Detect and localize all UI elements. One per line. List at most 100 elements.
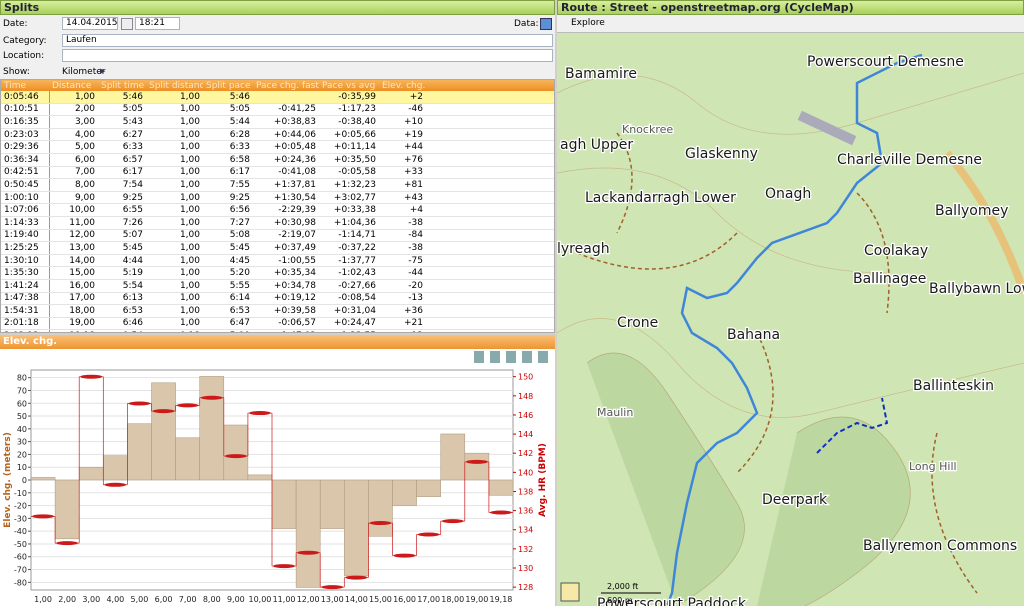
table-cell: +36	[379, 304, 426, 318]
table-cell: 1:19:40	[1, 229, 50, 243]
table-cell: 1:47:38	[1, 292, 50, 306]
place-label: Ballyomey	[935, 203, 1008, 219]
table-row[interactable]: 1:25:25 13,00 5:45 1,00 5:45 +0:37,49 -0:37,22…	[1, 241, 554, 255]
table-row[interactable]: 0:50:45 8,00 7:54 1,00 7:55 +1:37,81 +1:32,23 +…	[1, 178, 554, 192]
table-cell: 4:45	[203, 254, 253, 268]
category-select[interactable]: Laufen	[62, 34, 553, 47]
x-tick-label: 11,00	[273, 595, 296, 604]
table-row[interactable]: 0:05:46 1,00 5:46 1,00 5:46 -0:35,99 +2	[1, 91, 554, 104]
table-cell: 5:20	[203, 266, 253, 280]
table-cell: 16,00	[49, 279, 98, 293]
table-row[interactable]: 0:29:36 5,00 6:33 1,00 6:33 +0:05,48 +0:11,14 +…	[1, 140, 554, 154]
table-cell: 8,00	[49, 178, 98, 192]
time-input[interactable]: 18:21	[135, 17, 180, 30]
table-row[interactable]: 0:10:51 2,00 5:05 1,00 5:05 -0:41,25 -1:17,23-…	[1, 103, 554, 117]
table-row[interactable]: 0:36:34 6,00 6:57 1,00 6:58 +0:24,36 +0:35,50 +…	[1, 153, 554, 167]
table-cell: -1:37,77	[319, 254, 379, 268]
table-cell: -1:22,55	[319, 329, 379, 332]
table-cell: -0:41,25	[253, 103, 319, 117]
table-cell-filler	[426, 229, 554, 243]
table-cell: 1:41:24	[1, 279, 50, 293]
table-row[interactable]: 1:30:10 14,00 4:44 1,00 4:45 -1:00,55 -1:37,77…	[1, 254, 554, 268]
table-cell-filler	[426, 178, 554, 192]
table-cell-filler	[426, 153, 554, 167]
table-cell: 0:29:36	[1, 140, 50, 154]
place-label: Ballinteskin	[913, 378, 994, 394]
table-cell: -1:17,23	[319, 103, 379, 117]
table-cell: 1:14:33	[1, 216, 50, 230]
x-tick-label: 17,00	[417, 595, 440, 604]
y2-tick-label: 144	[518, 430, 533, 439]
y2-tick-label: 130	[518, 564, 533, 573]
table-cell: 14,00	[49, 254, 98, 268]
y-tick-label: -30	[14, 514, 27, 523]
bar	[103, 455, 128, 481]
y-tick-label: 20	[17, 450, 27, 459]
table-row[interactable]: 2:01:18 19,00 6:46 1,00 6:47 -0:06,57 +0:24,47…	[1, 317, 554, 331]
table-cell-filler	[426, 128, 554, 142]
y-tick-label: 30	[17, 438, 27, 447]
table-cell: 6:55	[98, 203, 146, 217]
place-label: Charleville Demesne	[837, 152, 982, 168]
explore-button[interactable]: Explore	[571, 18, 605, 28]
table-row[interactable]: 0:16:35 3,00 5:43 1,00 5:44 +0:38,83 -0:38,40 +…	[1, 115, 554, 129]
table-cell: +81	[379, 178, 426, 192]
table-cell: -0:38,40	[319, 115, 379, 129]
table-row[interactable]: 1:14:33 11,00 7:26 1,00 7:27 +0:30,98 +1:04,36…	[1, 216, 554, 230]
table-cell: 0:54	[98, 329, 146, 332]
y2-tick-label: 142	[518, 449, 533, 458]
bar	[271, 479, 297, 529]
table-cell: 5:05	[203, 103, 253, 117]
table-row[interactable]: 1:41:24 16,00 5:54 1,00 5:55 +0:34,78 -0:27,66…	[1, 279, 554, 293]
table-row[interactable]: 1:47:38 17,00 6:13 1,00 6:14 +0:19,12 -0:08,54…	[1, 292, 554, 306]
place-label: Lackandarragh Lower	[585, 190, 736, 206]
location-select[interactable]	[62, 49, 553, 62]
column-header-filler	[426, 80, 554, 91]
table-cell: 1,00	[146, 304, 203, 318]
table-row[interactable]: 2:02:1319,180:540,185:00-1:47,02-1:22,55…	[1, 329, 554, 332]
table-cell: 1,00	[146, 191, 203, 205]
table-row[interactable]: 1:07:06 10,00 6:55 1,00 6:56 -2:29,39 +0:33,38…	[1, 203, 554, 217]
hr-marker	[128, 401, 151, 406]
table-cell: 1,00	[146, 128, 203, 142]
place-label: Ballinagee	[853, 271, 926, 287]
table-cell: +1:30,54	[253, 191, 319, 205]
table-cell: -84	[379, 229, 426, 243]
table-cell: 17,00	[49, 292, 98, 306]
table-cell: +10	[379, 115, 426, 129]
show-value[interactable]: Kilometer	[62, 67, 106, 77]
y2-tick-label: 128	[518, 583, 533, 592]
table-row[interactable]: 0:42:51 7,00 6:17 1,00 6:17 -0:41,08 -0:05,58 +…	[1, 166, 554, 180]
table-row[interactable]: 1:35:30 15,00 5:19 1,00 5:20 +0:35,34 -1:02,43…	[1, 266, 554, 280]
table-cell: -1:00,55	[253, 254, 319, 268]
expand-arrow[interactable]: ▶	[100, 67, 106, 75]
place-label: Long Hill	[909, 460, 957, 473]
table-row[interactable]: 1:19:40 12,00 5:07 1,00 5:08 -2:19,07 -1:14,71…	[1, 229, 554, 243]
y2-tick-label: 146	[518, 411, 533, 420]
y-tick-label: -60	[14, 553, 27, 562]
place-label: Onagh	[765, 186, 811, 202]
table-cell: -20	[379, 279, 426, 293]
date-input[interactable]: 14.04.2015	[62, 17, 118, 30]
bar	[392, 479, 417, 506]
table-cell: 5:44	[203, 115, 253, 129]
place-label: Bamamire	[565, 66, 637, 82]
table-row[interactable]: 0:23:03 4,00 6:27 1,00 6:28 +0:44,06 +0:05,66 +…	[1, 128, 554, 142]
table-cell-filler	[426, 166, 554, 180]
table-cell: +0:24,47	[319, 317, 379, 331]
chart-toolbar[interactable]	[474, 351, 550, 363]
table-cell: +0:05,48	[253, 140, 319, 154]
x-tick-label: 16,00	[393, 595, 416, 604]
table-cell: 1:30:10	[1, 254, 50, 268]
table-cell: 6:53	[203, 304, 253, 318]
data-button[interactable]	[540, 18, 552, 30]
x-tick-label: 15,00	[369, 595, 392, 604]
table-cell: +19	[379, 128, 426, 142]
table-row[interactable]: 1:54:31 18,00 6:53 1,00 6:53 +0:39,58 +0:31,04…	[1, 304, 554, 318]
bar	[295, 479, 321, 588]
bar	[344, 479, 369, 577]
table-cell: +0:05,66	[319, 128, 379, 142]
bar	[416, 479, 441, 497]
table-row[interactable]: 1:00:10 9,00 9:25 1,00 9:25 +1:30,54 +3:02,77 +…	[1, 191, 554, 205]
calendar-button[interactable]	[121, 18, 133, 30]
